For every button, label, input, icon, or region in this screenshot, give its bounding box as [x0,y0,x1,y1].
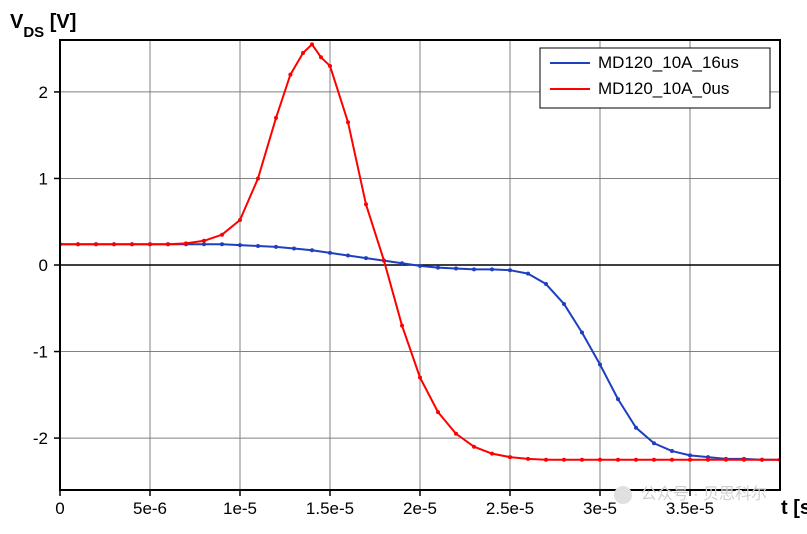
x-axis-title: t [s] [781,497,807,519]
series-marker [202,242,206,246]
y-tick-label: 2 [39,83,48,102]
series-marker [94,242,98,246]
series-marker [328,64,332,68]
series-marker [508,455,512,459]
series-marker [580,331,584,335]
y-tick-label: -2 [33,429,48,448]
series-marker [256,176,260,180]
series-marker [148,242,152,246]
series-marker [184,241,188,245]
series-marker [418,376,422,380]
series-marker [301,51,305,55]
series-marker [616,458,620,462]
series-marker [400,261,404,265]
series-marker [526,457,530,461]
x-tick-label: 1e-5 [223,499,257,518]
x-tick-label: 2.5e-5 [486,499,534,518]
series-marker [76,242,80,246]
series-marker [274,116,278,120]
series-marker [238,243,242,247]
series-marker [652,441,656,445]
series-marker [288,73,292,77]
series-marker [310,248,314,252]
x-tick-label: 5e-6 [133,499,167,518]
legend: MD120_10A_16us MD120_10A_0us [540,48,770,108]
series-marker [688,453,692,457]
x-tick-label: 3.5e-5 [666,499,714,518]
series-marker [319,55,323,59]
series-marker [490,452,494,456]
series-marker [328,251,332,255]
series-marker [544,458,548,462]
series-marker [490,267,494,271]
series-marker [238,218,242,222]
series-marker [310,42,314,46]
series-marker [580,458,584,462]
series-marker [364,256,368,260]
y-tick-label: -1 [33,343,48,362]
series-marker [454,432,458,436]
series-marker [418,264,422,268]
series-marker [454,266,458,270]
series-marker [616,397,620,401]
y-tick-label: 1 [39,169,48,188]
legend-label: MD120_10A_16us [598,53,739,72]
series-marker [256,244,260,248]
series-marker [166,242,170,246]
series-marker [472,445,476,449]
series-marker [400,324,404,328]
series-marker [562,458,566,462]
x-tick-label: 2e-5 [403,499,437,518]
series-marker [598,458,602,462]
series-marker [346,253,350,257]
series-marker [220,242,224,246]
x-tick-label: 3e-5 [583,499,617,518]
series-marker [742,458,746,462]
x-tick-label: 0 [55,499,64,518]
series-marker [130,242,134,246]
series-marker [598,363,602,367]
series-marker [544,282,548,286]
chart-container: 0 5e-6 1e-5 1.5e-5 2e-5 2.5e-5 3e-5 3.5e-5 -2 -1 0… [0,0,807,534]
series-marker [634,458,638,462]
series-marker [688,458,692,462]
series-marker [382,259,386,263]
series-marker [274,245,278,249]
vds-chart: 0 5e-6 1e-5 1.5e-5 2e-5 2.5e-5 3e-5 3.5e-5 -2 -1 0… [0,0,807,534]
series-marker [436,410,440,414]
series-marker [670,458,674,462]
series-marker [472,267,476,271]
legend-label: MD120_10A_0us [598,79,729,98]
series-marker [220,233,224,237]
series-marker [436,266,440,270]
series-marker [670,449,674,453]
series-marker [508,268,512,272]
series-marker [364,202,368,206]
series-marker [652,458,656,462]
series-marker [526,272,530,276]
series-marker [760,458,764,462]
series-marker [706,458,710,462]
series-marker [202,239,206,243]
series-marker [292,247,296,251]
series-marker [346,120,350,124]
series-marker [634,426,638,430]
series-marker [112,242,116,246]
series-marker [562,302,566,306]
x-tick-label: 1.5e-5 [306,499,354,518]
y-tick-label: 0 [39,256,48,275]
series-marker [724,458,728,462]
